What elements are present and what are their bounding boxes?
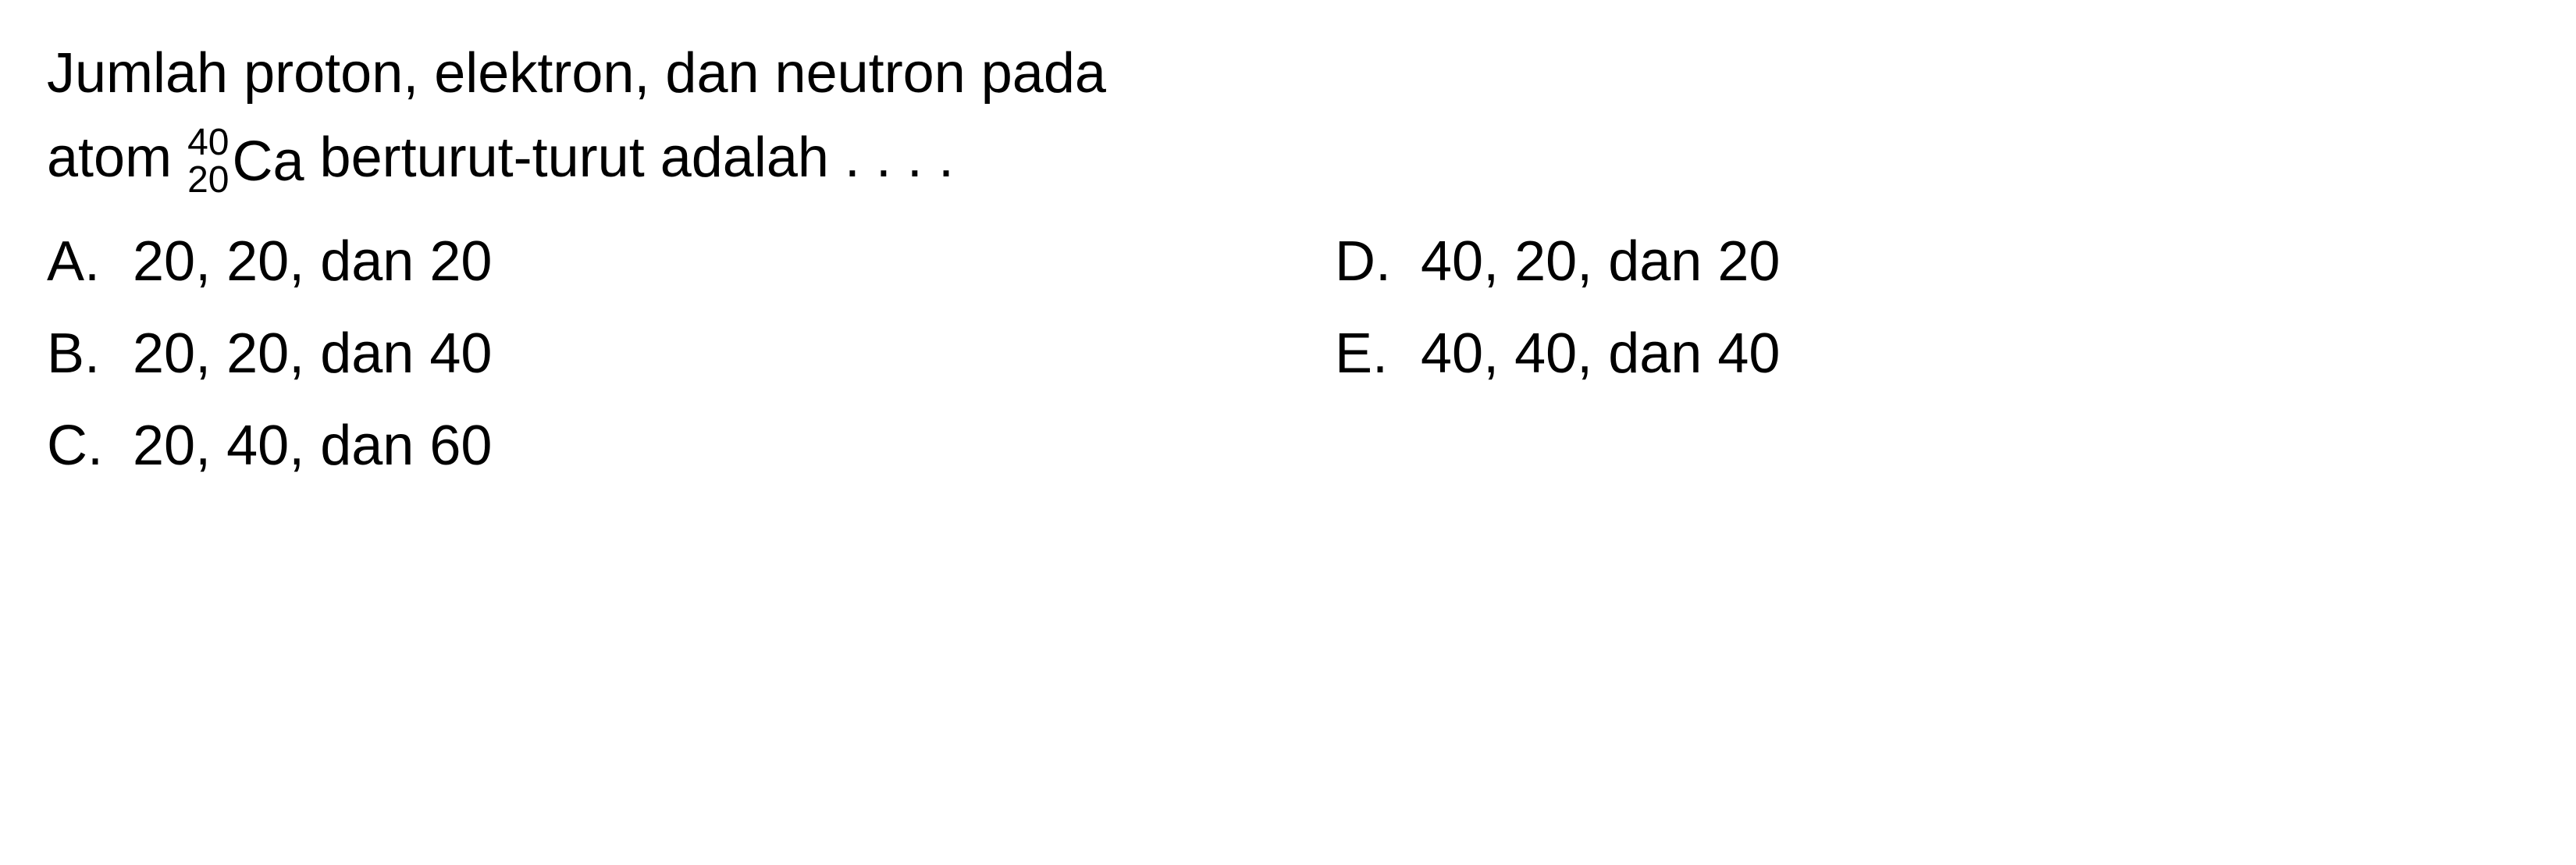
atom-symbol: Ca	[232, 119, 304, 204]
option-e: E. 40, 40, dan 40	[1335, 311, 2529, 396]
atom-mass: 40	[187, 124, 229, 162]
question-text: Jumlah proton, elektron, dan neutron pad…	[47, 31, 2529, 204]
atom-number: 20	[187, 162, 229, 199]
question-line2-suffix: berturut-turut adalah . . . .	[304, 126, 954, 189]
option-d: D. 40, 20, dan 20	[1335, 219, 2529, 304]
option-d-text: 40, 20, dan 20	[1421, 219, 1780, 304]
option-a-text: 20, 20, dan 20	[133, 219, 492, 304]
option-b: B. 20, 20, dan 40	[47, 311, 1241, 396]
atom-notation: 4020Ca	[187, 119, 304, 204]
options-container: A. 20, 20, dan 20 D. 40, 20, dan 20 B. 2…	[47, 219, 2529, 488]
option-a: A. 20, 20, dan 20	[47, 219, 1241, 304]
question-line1: Jumlah proton, elektron, dan neutron pad…	[47, 42, 1106, 105]
question-line2-prefix: atom	[47, 126, 187, 189]
option-c: C. 20, 40, dan 60	[47, 404, 1241, 488]
option-b-text: 20, 20, dan 40	[133, 311, 492, 396]
option-a-letter: A.	[47, 219, 133, 304]
option-c-letter: C.	[47, 404, 133, 488]
option-e-letter: E.	[1335, 311, 1421, 396]
atom-numbers: 4020	[187, 124, 229, 199]
option-b-letter: B.	[47, 311, 133, 396]
option-e-text: 40, 40, dan 40	[1421, 311, 1780, 396]
option-c-text: 20, 40, dan 60	[133, 404, 492, 488]
option-d-letter: D.	[1335, 219, 1421, 304]
